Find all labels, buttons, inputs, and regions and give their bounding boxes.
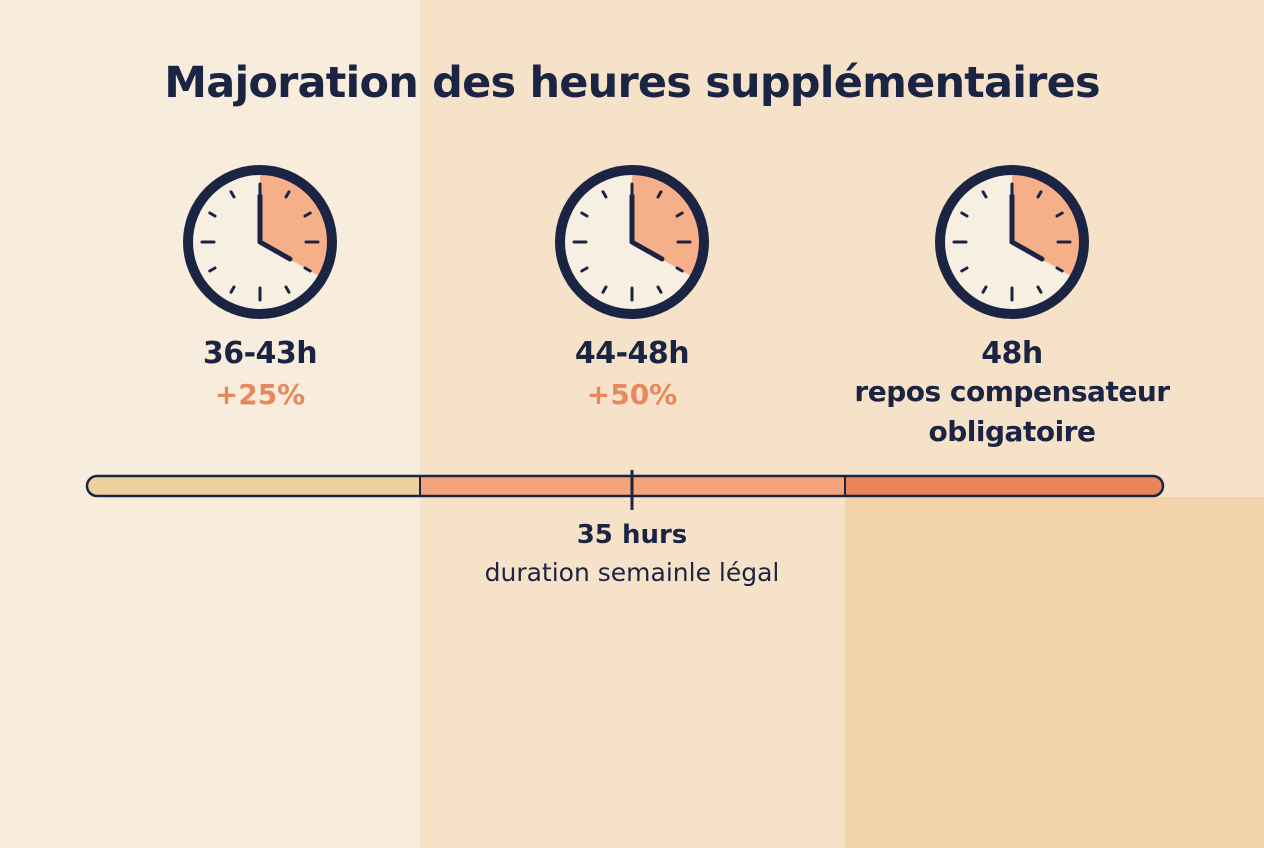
- tier-3-note-line-2: obligatoire: [928, 415, 1096, 448]
- tier-1-hours: 36-43h: [202, 336, 318, 371]
- timeline-segment-3: [845, 476, 1163, 496]
- background-panel-lower-right: [845, 497, 1264, 848]
- tier-3-note-line-1: repos compensateur: [854, 375, 1170, 408]
- clock-icon-tier-1: [183, 165, 337, 319]
- tier-1-rate: +25%: [214, 378, 306, 411]
- marker-subtitle: duration semainle légal: [484, 558, 780, 587]
- clock-icon-tier-2: [555, 165, 709, 319]
- tier-3-hours: 48h: [981, 336, 1043, 371]
- background-panel-left: [0, 0, 420, 848]
- tier-3-note: repos compensateur obligatoire: [822, 372, 1202, 452]
- page-title: Majoration des heures supplémentaires: [164, 58, 1100, 108]
- timeline-segment-1: [87, 476, 420, 496]
- tier-2-rate: +50%: [586, 378, 678, 411]
- marker-title: 35 hurs: [576, 520, 688, 550]
- clock-icon-tier-3: [935, 165, 1089, 319]
- hours-timeline-bar: [85, 470, 1165, 510]
- tier-2-hours: 44-48h: [574, 336, 690, 371]
